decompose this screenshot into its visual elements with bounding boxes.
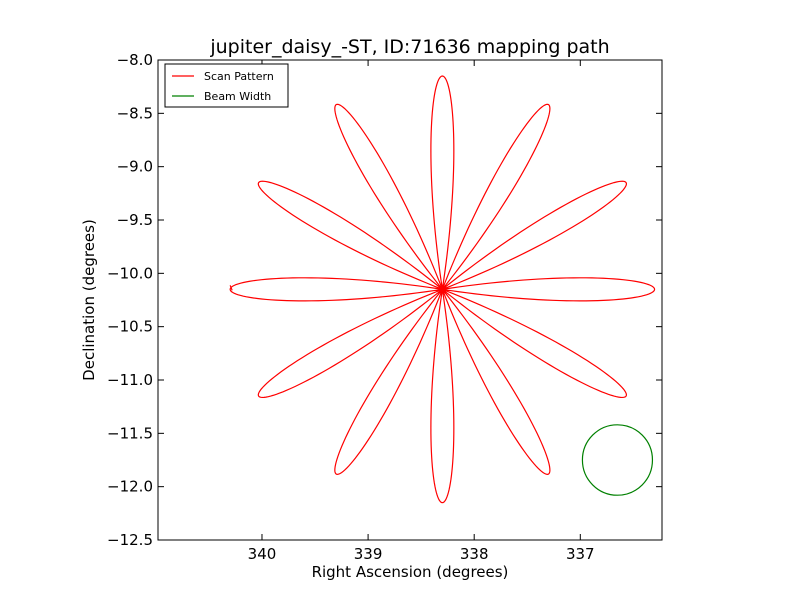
x-axis: 340 339 338 337 — [248, 60, 595, 563]
x-tick-label: 339 — [354, 545, 383, 563]
scan-pattern-line — [229, 75, 656, 504]
y-tick-label: −9.5 — [117, 211, 153, 229]
y-tick-label: −11.5 — [107, 424, 153, 442]
plot-area — [157, 59, 663, 541]
beam-width-circle — [581, 424, 654, 496]
x-axis-label: Right Ascension (degrees) — [312, 563, 509, 581]
y-tick-label: −12.0 — [107, 478, 153, 496]
y-tick-label: −12.5 — [107, 531, 153, 549]
scan-pattern-series — [229, 75, 656, 504]
y-tick-label: −10.5 — [107, 318, 153, 336]
y-axis-label: Declination (degrees) — [80, 219, 98, 381]
x-tick-label: 337 — [566, 545, 595, 563]
legend-label-scan-pattern: Scan Pattern — [204, 70, 274, 83]
chart-title: jupiter_daisy_-ST, ID:71636 mapping path — [209, 36, 609, 58]
scan-pattern-start-mark — [229, 285, 233, 291]
y-tick-label: −8.5 — [117, 104, 153, 122]
legend-box — [164, 63, 289, 108]
y-tick-label: −8.0 — [117, 51, 153, 69]
plot-frame — [157, 59, 663, 541]
y-tick-label: −11.0 — [107, 371, 153, 389]
legend: Scan Pattern Beam Width — [164, 63, 289, 108]
x-tick-label: 340 — [248, 545, 277, 563]
legend-label-beam-width: Beam Width — [204, 90, 271, 103]
y-axis: −8.0 −8.5 −9.0 −9.5 −10.0 −10.5 −11.0 −11.5 −12.… — [107, 51, 662, 549]
y-tick-label: −10.0 — [107, 264, 153, 282]
y-tick-label: −9.0 — [117, 158, 153, 176]
x-tick-label: 338 — [460, 545, 489, 563]
